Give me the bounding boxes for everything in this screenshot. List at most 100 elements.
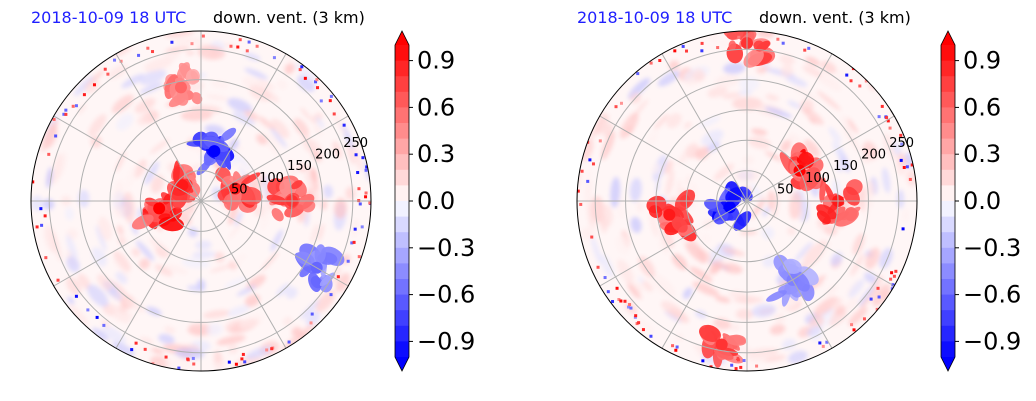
rim-speckle — [858, 84, 862, 88]
colorbar-band — [941, 216, 955, 233]
colorbar-band — [395, 310, 409, 327]
grid-spoke — [661, 200, 748, 349]
field-cell — [852, 233, 865, 255]
colorbar-extend-min — [395, 357, 409, 371]
grid-spoke — [599, 115, 748, 202]
field-cell — [92, 327, 109, 341]
rim-speckle — [354, 153, 358, 157]
field-cell — [742, 155, 755, 165]
rim-speckle — [95, 315, 99, 319]
field-cell — [260, 200, 272, 231]
colorbar-band — [395, 263, 409, 280]
radial-tick-label: 150 — [287, 159, 312, 174]
feature-cell — [266, 194, 288, 206]
rim-speckle — [739, 365, 743, 369]
rim-speckle — [700, 41, 704, 45]
field-cell — [763, 355, 786, 362]
field-cell — [209, 264, 232, 273]
rim-speckle — [54, 134, 58, 138]
field-cell — [788, 350, 808, 364]
field-cell — [848, 279, 865, 298]
field-cell — [789, 191, 802, 220]
grid-spoke — [200, 53, 287, 202]
field-cell — [190, 105, 222, 114]
rim-speckle — [62, 112, 66, 116]
colorbar-band — [395, 341, 409, 358]
field-cell — [590, 236, 602, 265]
field-cell — [77, 273, 91, 290]
field-cell — [154, 264, 173, 277]
field-cell — [661, 227, 675, 249]
rim-speckle — [864, 79, 868, 83]
field-cell — [735, 308, 754, 320]
feature-cell — [816, 204, 837, 220]
field-cell — [780, 139, 792, 153]
field-cell — [111, 94, 134, 114]
feature-cell — [743, 48, 764, 68]
field-cell — [205, 94, 229, 101]
rim-speckle — [629, 306, 633, 310]
field-cell — [304, 167, 313, 195]
field-cell — [40, 123, 56, 152]
feature-cell — [713, 348, 734, 360]
rim-speckle — [52, 117, 56, 121]
field-cell — [330, 266, 342, 285]
colorbar-band — [941, 138, 955, 155]
colorbar-band — [941, 247, 955, 264]
colorbar-band — [941, 310, 955, 327]
rim-speckle — [619, 101, 623, 105]
colorbar-band — [941, 294, 955, 311]
field-cell — [635, 317, 654, 333]
rim-speckle — [825, 340, 829, 344]
rim-speckle — [591, 162, 595, 166]
field-cell — [256, 133, 268, 145]
colorbar: 0.9 0.6 0.3 0.0 −0.3 −0.6 −0.9 — [940, 30, 1021, 372]
field-cell — [751, 303, 777, 318]
field-cell — [163, 31, 195, 38]
field-cell — [664, 160, 674, 175]
rim-speckle — [658, 59, 662, 63]
rim-speckle — [781, 41, 785, 45]
rim-speckle — [737, 35, 741, 39]
field-cell — [769, 324, 786, 335]
feature-cell — [185, 69, 200, 85]
field-cell — [131, 247, 141, 257]
field-cell — [100, 319, 110, 328]
field-cell — [698, 115, 721, 128]
feature-cell — [698, 324, 722, 342]
rim-speckle — [151, 50, 155, 54]
feature-core — [229, 182, 242, 195]
colorbar-outline — [394, 30, 410, 372]
rim-speckle — [892, 274, 896, 278]
feature-cell — [677, 206, 694, 224]
field-cell — [164, 357, 193, 371]
field-cell — [722, 92, 741, 100]
rim-speckle — [598, 139, 602, 143]
rim-speckle — [247, 40, 251, 44]
field-cell — [707, 86, 728, 98]
field-cell — [67, 296, 75, 305]
feature-core — [153, 202, 166, 215]
rim-speckle — [43, 214, 47, 218]
field-cell — [787, 227, 796, 236]
rim-speckle — [137, 53, 141, 57]
field-cell — [689, 266, 713, 283]
rim-speckle — [103, 67, 107, 71]
rim-speckle — [700, 49, 704, 53]
grid-spoke — [746, 200, 895, 287]
field-cell — [836, 164, 843, 173]
rim-speckle — [353, 227, 357, 231]
colorbar-tick-label: 0.0 — [417, 187, 455, 215]
field-cell — [232, 111, 255, 126]
field-cell — [139, 82, 164, 95]
field-cell — [654, 113, 669, 130]
polar-grid — [577, 31, 917, 371]
rim-speckle — [329, 94, 333, 98]
colorbar-tick-label: −0.6 — [963, 281, 1021, 309]
feature-cell — [163, 193, 172, 205]
field-cell — [627, 283, 640, 299]
feature-cell — [203, 136, 229, 152]
rim-speckle — [869, 297, 873, 301]
field-cell — [186, 50, 195, 56]
